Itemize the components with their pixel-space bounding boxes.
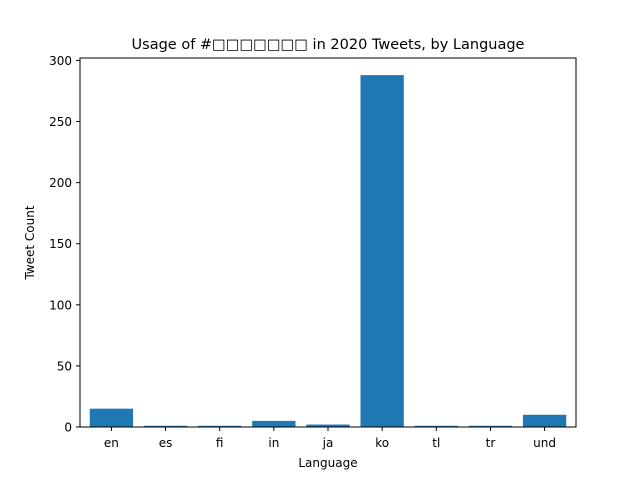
x-axis-label: Language [298, 456, 357, 470]
x-tick-label-es: es [159, 436, 173, 450]
bar-fi [198, 425, 242, 427]
chart-title: Usage of #□□□□□□□ in 2020 Tweets, by Lan… [132, 37, 525, 53]
y-tick-label-200: 200 [49, 176, 72, 190]
x-tick-label-fi: fi [216, 436, 224, 450]
y-tick-label-100: 100 [49, 298, 72, 312]
y-tick-label-300: 300 [49, 54, 72, 68]
y-tick-label-50: 50 [57, 359, 72, 373]
x-tick-label-tl: tl [432, 436, 440, 450]
y-tick-label-250: 250 [49, 115, 72, 129]
bar-ko [360, 75, 404, 428]
x-axis: en es fi in ja ko tl tr und [104, 427, 556, 450]
bar-tl [414, 425, 458, 427]
bar-in [252, 420, 296, 427]
bar-es [143, 425, 188, 427]
x-tick-label-tr: tr [486, 436, 496, 450]
bar-ja [306, 424, 350, 427]
y-axis: 0 50 100 150 200 250 300 [49, 54, 80, 435]
x-tick-label-und: und [533, 436, 556, 450]
x-tick-label-ja: ja [322, 436, 334, 450]
y-tick-label-150: 150 [49, 237, 72, 251]
bar-tr [468, 425, 513, 427]
bar-en [89, 408, 134, 427]
y-tick-label-0: 0 [64, 421, 72, 435]
axes-frame [79, 57, 577, 428]
y-axis-label: Tweet Count [23, 205, 37, 280]
x-tick-label-en: en [104, 436, 119, 450]
x-tick-label-in: in [268, 436, 279, 450]
bar-series [89, 75, 567, 428]
bar-und [522, 414, 567, 427]
x-tick-label-ko: ko [375, 436, 389, 450]
